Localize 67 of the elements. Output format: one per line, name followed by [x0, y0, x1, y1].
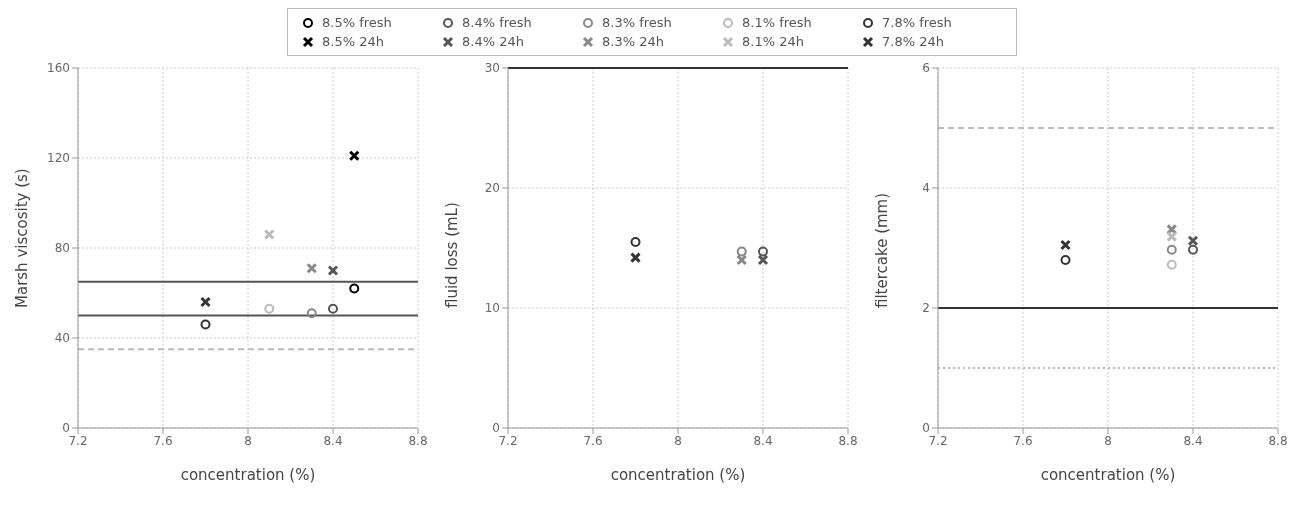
x-tick-label: 8.4 [1183, 433, 1203, 448]
point [328, 303, 338, 314]
point [264, 303, 275, 314]
y-axis-title: filtercake (mm) [873, 192, 892, 308]
y-tick-label: 160 [47, 61, 70, 76]
point [200, 296, 211, 308]
x-tick-label: 8.4 [323, 433, 343, 448]
y-tick-label: 10 [484, 301, 500, 316]
legend-label: 7.8% 24h [882, 34, 944, 49]
point [630, 237, 641, 247]
x-tick-label: 8 [1104, 433, 1112, 448]
point [348, 150, 360, 162]
x-tick-label: 7.6 [1013, 433, 1033, 448]
y-tick-label: 20 [484, 181, 500, 196]
legend-label: 7.8% fresh [882, 15, 952, 30]
legend-label: 8.1% fresh [742, 15, 812, 30]
point [349, 283, 360, 294]
x-axis-title: concentration (%) [1040, 466, 1176, 484]
x-tick-label: 8.8 [1268, 433, 1288, 448]
point [1166, 244, 1177, 255]
y-tick-label: 0 [922, 421, 930, 436]
x-tick-label: 8 [244, 433, 252, 448]
x-tick-label: 8.8 [838, 433, 858, 448]
legend-label: 8.5% fresh [322, 15, 392, 30]
x-tick-label: 7.2 [928, 433, 948, 448]
legend-label: 8.1% 24h [742, 34, 804, 49]
point [263, 229, 275, 240]
point [306, 308, 317, 319]
x-tick-label: 8.8 [408, 433, 428, 448]
y-tick-label: 0 [492, 421, 500, 436]
legend-label: 8.3% fresh [602, 15, 672, 30]
x-axis-title: concentration (%) [180, 466, 316, 484]
point [1188, 244, 1198, 255]
point [736, 246, 747, 257]
point [1166, 259, 1177, 270]
y-tick-label: 6 [922, 61, 930, 76]
x-tick-label: 7.2 [68, 433, 88, 448]
x-tick-label: 7.2 [498, 433, 518, 448]
legend-label: 8.5% 24h [322, 34, 384, 49]
point [757, 254, 769, 266]
point [1187, 235, 1199, 247]
y-tick-label: 0 [62, 421, 70, 436]
y-tick-label: 2 [922, 301, 930, 316]
y-axis-title: Marsh viscosity (s) [13, 168, 32, 308]
point [736, 254, 748, 266]
x-axis-title: concentration (%) [610, 466, 746, 484]
y-tick-label: 4 [922, 181, 930, 196]
point [306, 262, 318, 274]
y-tick-label: 30 [484, 61, 500, 76]
y-tick-label: 120 [47, 151, 70, 166]
x-tick-label: 8 [674, 433, 682, 448]
point [1060, 239, 1071, 251]
legend-label: 8.4% 24h [462, 34, 524, 49]
y-axis-title: fluid loss (mL) [443, 202, 462, 308]
point [1166, 231, 1178, 243]
x-tick-label: 8.4 [753, 433, 773, 448]
point [758, 246, 768, 257]
legend-label: 8.3% 24h [602, 34, 664, 49]
y-tick-label: 40 [54, 331, 70, 346]
legend-label: 8.4% fresh [462, 15, 532, 30]
y-tick-label: 80 [54, 241, 70, 256]
point [630, 252, 641, 264]
point [1060, 255, 1071, 265]
x-tick-label: 7.6 [153, 433, 173, 448]
point [200, 319, 211, 330]
point [327, 265, 339, 276]
x-tick-label: 7.6 [583, 433, 603, 448]
